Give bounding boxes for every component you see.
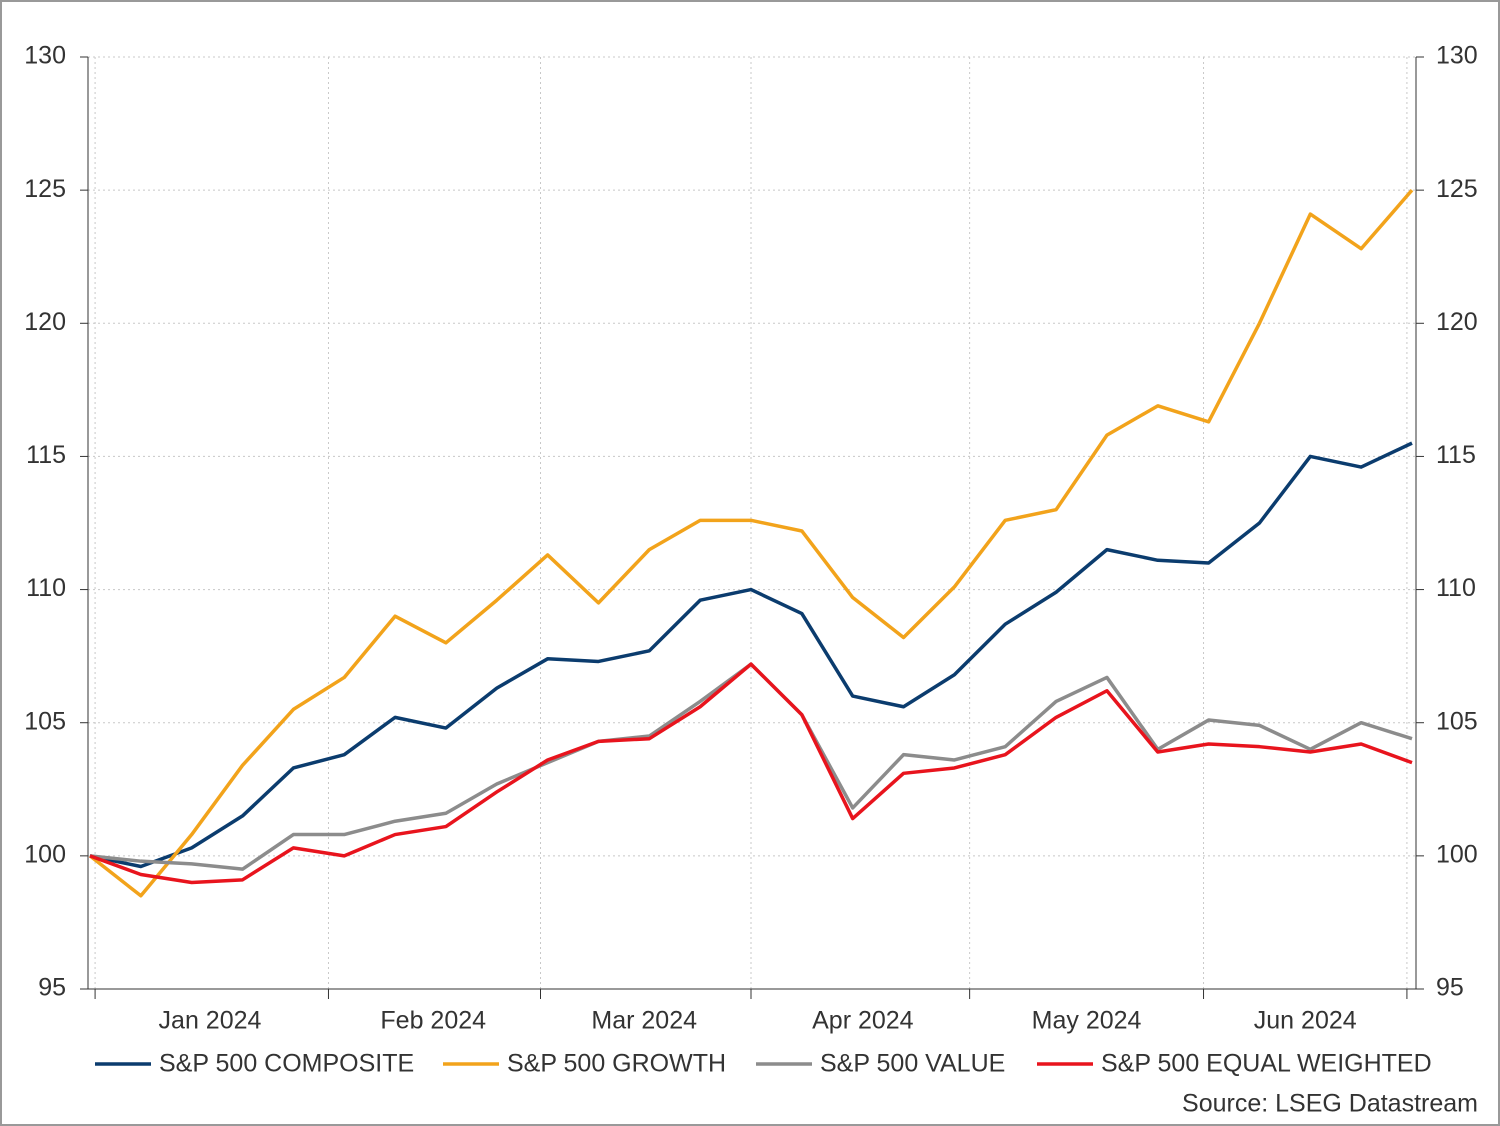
x-tick-label: Jan 2024	[159, 1007, 262, 1035]
legend-label: S&P 500 GROWTH	[507, 1050, 726, 1078]
y-tick-label: 120	[24, 308, 66, 336]
y-tick-label: 130	[24, 42, 66, 70]
y-tick-label: 95	[38, 974, 66, 1002]
y2-tick-label: 95	[1436, 974, 1464, 1002]
y-tick-label: 100	[24, 840, 66, 868]
legend-label: S&P 500 EQUAL WEIGHTED	[1101, 1050, 1432, 1078]
y-tick-label: 125	[24, 175, 66, 203]
y2-tick-label: 130	[1436, 42, 1478, 70]
y2-tick-label: 110	[1436, 574, 1476, 602]
x-tick-label: Mar 2024	[591, 1007, 697, 1035]
x-tick-label: Feb 2024	[380, 1007, 486, 1035]
series-line	[89, 441, 1413, 869]
legend-label: S&P 500 COMPOSITE	[159, 1050, 414, 1078]
y2-tick-label: 100	[1436, 840, 1478, 868]
y2-tick-label: 105	[1436, 707, 1478, 735]
y-tick-label: 105	[24, 707, 66, 735]
series-line	[89, 662, 1413, 885]
series-line	[88, 188, 1414, 898]
y2-tick-label: 115	[1436, 441, 1476, 469]
x-tick-label: May 2024	[1032, 1007, 1142, 1035]
y-tick-label: 110	[26, 574, 66, 602]
legend-label: S&P 500 VALUE	[820, 1050, 1005, 1078]
x-tick-label: Jun 2024	[1254, 1007, 1357, 1035]
x-tick-label: Apr 2024	[812, 1007, 914, 1035]
y2-tick-label: 125	[1436, 175, 1478, 203]
y-tick-label: 115	[26, 441, 66, 469]
source-note: Source: LSEG Datastream	[1182, 1090, 1478, 1118]
y2-tick-label: 120	[1436, 308, 1478, 336]
